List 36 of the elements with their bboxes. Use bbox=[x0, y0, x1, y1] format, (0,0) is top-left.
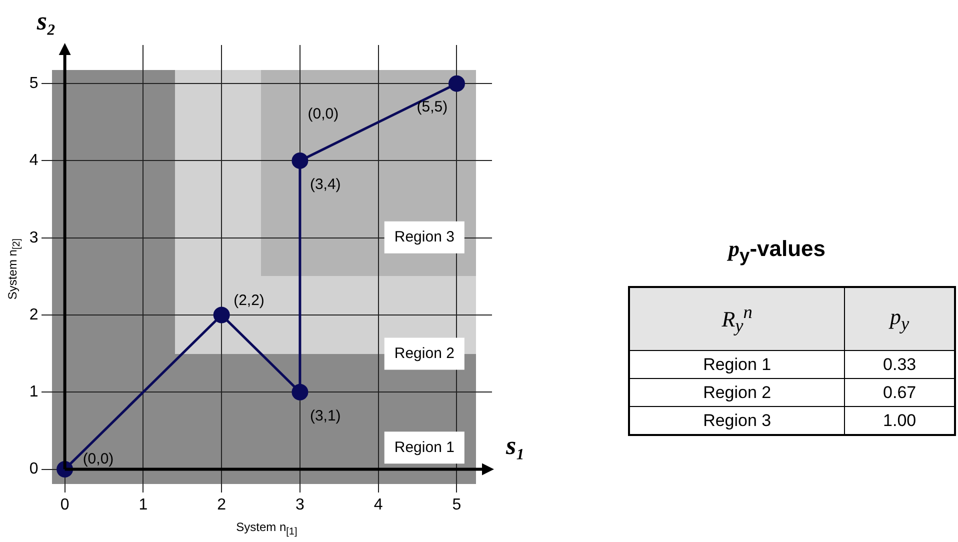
annotation: (3,4) bbox=[310, 176, 341, 193]
annotation: Region 1 bbox=[394, 438, 454, 456]
y-tick-label: 3 bbox=[29, 229, 38, 246]
annotation: (0,0) bbox=[308, 106, 339, 123]
annotation: (3,1) bbox=[310, 407, 341, 424]
y-tick-label: 1 bbox=[29, 384, 38, 401]
point bbox=[448, 75, 465, 92]
text: Region 2 bbox=[629, 378, 845, 407]
point bbox=[292, 152, 308, 169]
y-tick-label: 2 bbox=[29, 306, 38, 324]
x-tick-label: 4 bbox=[374, 496, 383, 514]
x-tick-label: 1 bbox=[138, 496, 148, 514]
text: 0.67 bbox=[844, 378, 955, 407]
annotation: Region 2 bbox=[394, 344, 454, 362]
y-tick-label: 0 bbox=[29, 460, 38, 478]
text: p$_{y}$-values bbox=[726, 236, 827, 266]
text: 1.00 bbox=[844, 406, 955, 436]
annotation: (2,2) bbox=[234, 292, 264, 310]
text: s₁ bbox=[505, 430, 526, 460]
text: s₂ bbox=[36, 6, 56, 36]
annotation: Region 3 bbox=[394, 228, 454, 246]
x-tick-label: 2 bbox=[217, 496, 226, 514]
text: p$_{y}$ bbox=[844, 287, 955, 351]
y-tick-label: 5 bbox=[29, 74, 38, 92]
text: Region 3 bbox=[629, 406, 845, 436]
point bbox=[213, 306, 230, 324]
point bbox=[292, 384, 308, 400]
annotation: (0,0) bbox=[82, 450, 114, 468]
text: Region 1 bbox=[629, 350, 845, 379]
x-tick-label: 5 bbox=[452, 496, 462, 514]
annotation: (5,5) bbox=[416, 98, 448, 116]
x-tick-label: 0 bbox=[60, 496, 70, 514]
text: 0.33 bbox=[844, 350, 955, 379]
x-tick-label: 3 bbox=[296, 496, 305, 514]
y-tick-label: 4 bbox=[29, 152, 38, 170]
x-axis-title: System n$_{[1]}$ bbox=[236, 520, 298, 538]
